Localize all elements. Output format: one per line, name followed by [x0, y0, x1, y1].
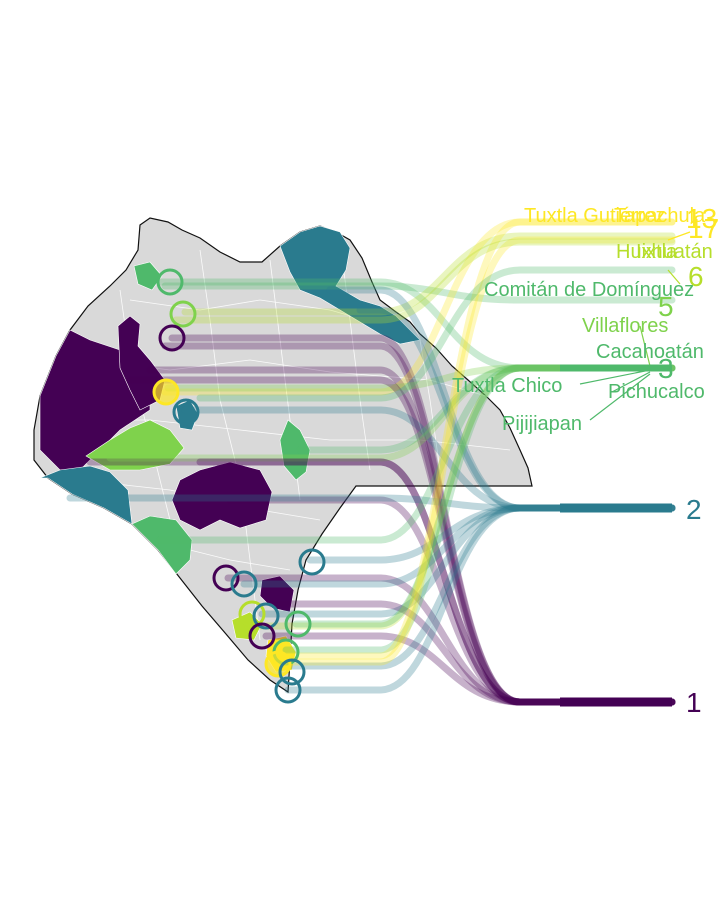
label-leader-lines [579, 231, 691, 421]
ring-icon [284, 610, 312, 638]
flow-line [268, 600, 676, 706]
flow-line [168, 334, 676, 706]
label-comitan: Comitán de Domínguez [484, 279, 694, 301]
label-ixhuatan: Ixhuatán [636, 241, 713, 263]
label-huixtla: Huixtla [616, 241, 678, 263]
flow-lines [66, 218, 676, 706]
ring-icon [172, 398, 200, 426]
flow-line [164, 364, 676, 392]
municipality-markers [152, 268, 326, 704]
terminal-bars [560, 364, 672, 707]
legend-value-2: 2 [686, 494, 702, 525]
ring-icon [252, 602, 280, 630]
flow-line [196, 458, 676, 706]
legend-value-3: 3 [658, 353, 674, 384]
flow-line [126, 376, 676, 706]
ring-icon [230, 570, 258, 598]
region-class-3-center [279, 419, 311, 481]
label-tapachula: Tapachula [614, 205, 706, 227]
flow-line [276, 218, 676, 660]
ring-icon [264, 650, 292, 678]
legend-value-1: 1 [686, 687, 702, 718]
label-pichucalco: Pichucalco [608, 381, 705, 403]
ring-icon [152, 378, 180, 406]
flow-line [272, 236, 676, 666]
flow-line [156, 364, 676, 544]
flow-line [106, 364, 676, 462]
place-labels: Tuxtla Gutiérrez Tapachula Huixtla Ixhua… [452, 205, 713, 435]
region-class-1-center [171, 461, 273, 531]
legend-value-5: 5 [658, 291, 674, 322]
flow-line [282, 364, 676, 654]
flow-line [306, 504, 676, 564]
region-class-3-southwest [131, 515, 193, 575]
flow-line [226, 496, 676, 706]
leader-line [579, 369, 651, 385]
ring-icon [274, 676, 302, 704]
flow-line [262, 632, 676, 706]
flow-line [296, 364, 676, 454]
leader-line [639, 325, 651, 367]
flow-line [244, 364, 676, 630]
label-pijijiapan: Pijijiapan [502, 413, 582, 435]
flow-line [284, 504, 676, 694]
leader-line [589, 373, 651, 421]
flow-line [146, 366, 676, 706]
flow-line [326, 286, 676, 512]
flow-line [161, 282, 676, 304]
flow-line [161, 218, 676, 396]
region-class-2-west [39, 465, 133, 525]
flow-line [240, 504, 676, 588]
flow-line [196, 266, 676, 402]
region-class-5-center [85, 419, 185, 471]
flow-line [292, 364, 676, 628]
ring-icon [278, 658, 306, 686]
legend-values: 1 2 3 5 6 13 17 [658, 203, 719, 718]
label-cacahoatan: Cacahoatán [596, 341, 704, 363]
ring-icon [158, 324, 186, 352]
flow-line [181, 406, 676, 512]
ring-icon [238, 600, 266, 628]
flow-line [181, 232, 676, 316]
legend-value-13: 13 [686, 203, 717, 234]
label-tuxtla-gutierrez: Tuxtla Gutiérrez [524, 205, 666, 227]
ring-icon [169, 300, 197, 328]
flow-line [86, 458, 676, 706]
ring-icon [298, 548, 326, 576]
flow-line [66, 494, 676, 512]
flow-line [288, 504, 676, 670]
leader-line [667, 231, 691, 241]
legend-value-6: 6 [688, 261, 704, 292]
flow-line [258, 504, 676, 618]
leader-line [667, 269, 681, 285]
leader-line [611, 371, 651, 393]
flow-line [356, 306, 676, 512]
legend-value-17: 17 [688, 213, 719, 244]
flow-line [224, 574, 676, 706]
ring-icon [212, 564, 240, 592]
ring-icon [248, 622, 276, 650]
flow-line [172, 238, 676, 324]
ring-icon [156, 268, 184, 296]
label-tuxtla-chico: Tuxtla Chico [452, 375, 562, 397]
flow-line [156, 278, 676, 372]
flow-line [161, 342, 676, 706]
region-class-2-north [279, 225, 421, 345]
label-villaflores: Villaflores [582, 315, 668, 337]
